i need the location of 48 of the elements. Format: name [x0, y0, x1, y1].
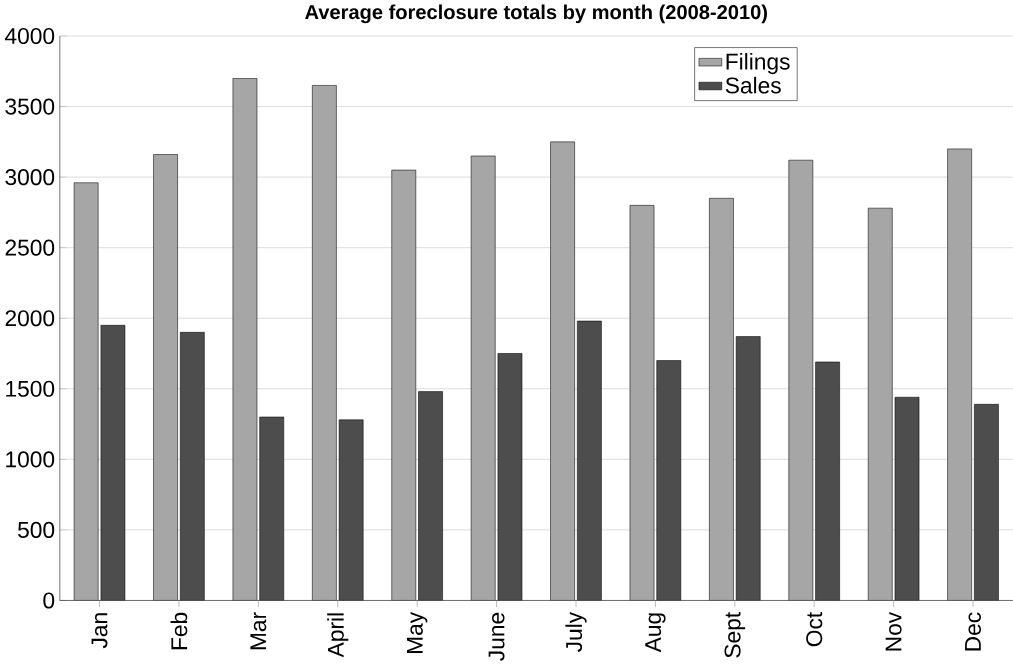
- x-tick-label: Dec: [965, 612, 981, 651]
- bar: [339, 419, 364, 601]
- y-tick-label: 2500: [5, 239, 55, 256]
- y-tick-label: 0: [43, 592, 55, 609]
- bar: [100, 325, 125, 601]
- y-tick-label: 1000: [6, 451, 55, 468]
- bar: [74, 182, 99, 601]
- bar: [153, 154, 178, 601]
- bar: [391, 170, 416, 601]
- bar: [868, 208, 893, 601]
- y-tick-label: 500: [18, 521, 55, 539]
- bar: [947, 148, 972, 601]
- bar: [180, 332, 205, 601]
- x-tick-label: May: [406, 612, 428, 654]
- x-tick-label: Mar: [250, 612, 267, 650]
- bar: [418, 391, 443, 601]
- bar: [656, 360, 681, 601]
- x-tick-label: July: [565, 612, 587, 653]
- bar: [815, 362, 840, 601]
- y-tick-label: 3000: [5, 169, 55, 186]
- x-tick-label: Sept: [724, 612, 746, 658]
- y-tick-label: 1500: [6, 380, 55, 397]
- x-tick-label: Feb: [170, 612, 188, 650]
- x-tick-label: Aug: [645, 613, 666, 653]
- x-tick-label: Oct: [806, 612, 823, 647]
- x-tick-label: Jan: [91, 613, 108, 649]
- legend-label: Filings: [726, 53, 790, 75]
- bar: [788, 160, 813, 601]
- bar: [497, 353, 523, 601]
- bar: [259, 417, 284, 601]
- bar: [974, 404, 999, 601]
- y-tick-label: 4000: [4, 28, 55, 45]
- y-tick-label: 2000: [5, 310, 55, 327]
- bar: [894, 397, 920, 601]
- x-tick-label: Nov: [885, 612, 902, 651]
- x-tick-label: June: [488, 613, 505, 662]
- bar: [232, 78, 258, 601]
- bar: [709, 198, 734, 601]
- chart-title: Average foreclosure totals by month (2008-2010): [305, 4, 767, 24]
- bar: [629, 205, 655, 601]
- y-tick-label: 3500: [5, 98, 55, 115]
- bar: [736, 336, 761, 601]
- x-tick-label: April: [327, 613, 349, 658]
- legend-label: Sales: [725, 76, 781, 94]
- bar: [550, 142, 575, 601]
- bar: [577, 321, 602, 601]
- bar: [471, 156, 496, 601]
- bar: [312, 85, 337, 601]
